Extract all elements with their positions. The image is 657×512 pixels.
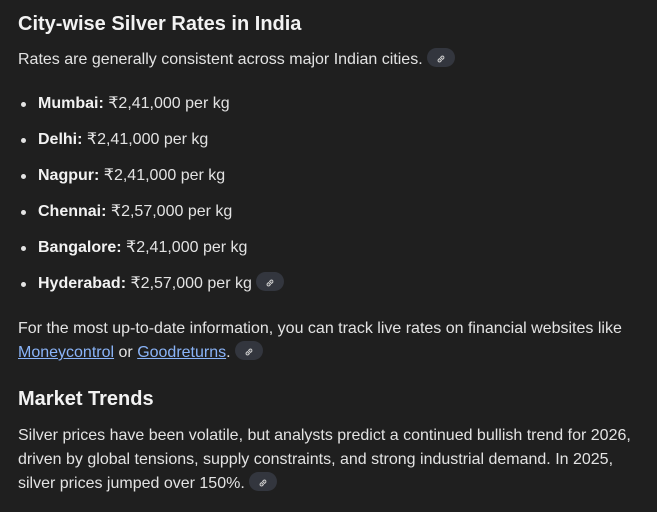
intro-paragraph: Rates are generally consistent across ma… [18,48,647,72]
city-rate-list: Mumbai: ₹2,41,000 per kg Delhi: ₹2,41,00… [18,92,284,308]
market-text: Silver prices have been volatile, but an… [18,427,631,492]
link-icon [437,55,445,63]
citation-button[interactable] [234,341,263,361]
period-text: . [226,344,231,361]
citation-button[interactable] [248,472,277,492]
section-title-city-rates: City-wise Silver Rates in India [18,13,302,35]
city-name: Delhi: [38,131,83,148]
list-item: Nagpur: ₹2,41,000 per kg [18,164,284,200]
list-item: Chennai: ₹2,57,000 per kg [18,200,284,236]
city-name: Nagpur: [38,167,100,184]
city-rate: ₹2,41,000 per kg [86,131,209,148]
city-name: Bangalore: [38,239,122,256]
section-title-market-trends: Market Trends [18,388,154,410]
list-item: Delhi: ₹2,41,000 per kg [18,128,284,164]
or-text: or [118,344,133,361]
list-item: Mumbai: ₹2,41,000 per kg [18,92,284,128]
city-name: Hyderabad: [38,275,127,292]
city-rate: ₹2,41,000 per kg [103,167,226,184]
list-item: Hyderabad: ₹2,57,000 per kg [18,272,284,308]
city-rate: ₹2,57,000 per kg [130,275,252,292]
info-paragraph: For the most up-to-date information, you… [18,317,647,365]
goodreturns-link[interactable]: Goodreturns [137,344,227,361]
link-icon [245,348,253,356]
city-name: Chennai: [38,203,107,220]
list-item: Bangalore: ₹2,41,000 per kg [18,236,284,272]
city-rate: ₹2,41,000 per kg [108,95,230,112]
link-icon [259,479,267,487]
market-paragraph: Silver prices have been volatile, but an… [18,424,643,496]
info-text: For the most up-to-date information, you… [18,320,622,337]
intro-text: Rates are generally consistent across ma… [18,51,423,68]
city-rate: ₹2,57,000 per kg [110,203,233,220]
city-rate: ₹2,41,000 per kg [126,239,248,256]
moneycontrol-link[interactable]: Moneycontrol [18,344,115,361]
citation-button[interactable] [426,48,455,68]
citation-button[interactable] [255,272,284,292]
city-name: Mumbai: [38,95,104,112]
link-icon [266,279,274,287]
